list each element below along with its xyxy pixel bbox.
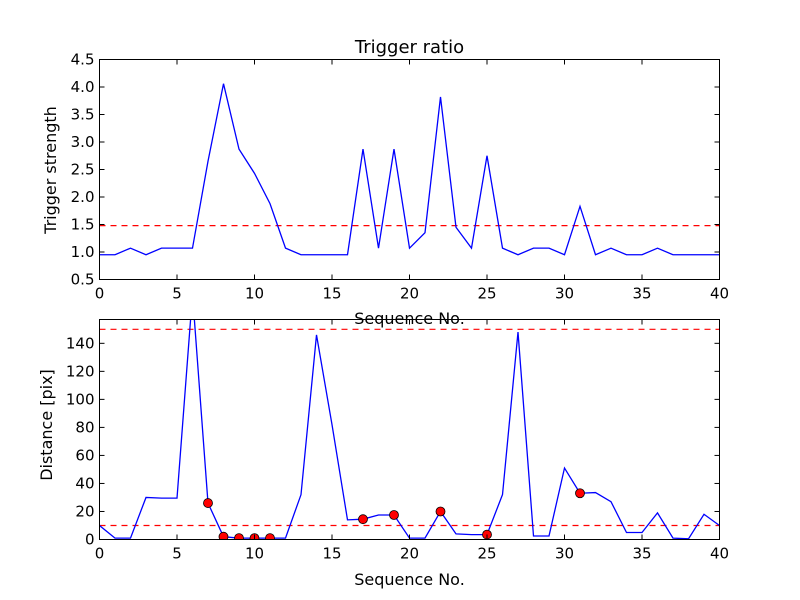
- y-tick-label: 1.0: [71, 243, 95, 261]
- data-point-marker: [203, 498, 213, 508]
- x-tick-label: 15: [322, 545, 341, 563]
- y-tick-label: 3.0: [71, 133, 95, 151]
- plot-area: [99, 83, 720, 256]
- x-tick-label: 35: [632, 545, 651, 563]
- x-tick-label: 40: [710, 285, 729, 303]
- y-tick-label: 0: [85, 531, 95, 549]
- x-tick-label: 0: [95, 285, 105, 303]
- y-tick-label: 4.5: [71, 51, 95, 69]
- data-point-marker: [265, 533, 275, 540]
- x-tick-label: 30: [555, 285, 574, 303]
- series-line: [99, 319, 720, 540]
- distance-panel: 0 5 10 15 20 25 30 35 40 0 20 40 60 80 100 120 140 Seque…: [37, 319, 729, 589]
- data-point-marker: [389, 510, 399, 520]
- y-tick-label: 2.0: [71, 188, 95, 206]
- axis-ticks: 0 5 10 15 20 25 30 35 40 0.5 1.0 1.5 2.0 2.5 3.0 3.5 4.0…: [71, 51, 729, 303]
- y-tick-label: 0.5: [71, 271, 95, 289]
- y-tick-label: 140: [66, 334, 95, 352]
- y-tick-label: 80: [75, 418, 94, 436]
- data-point-marker: [234, 533, 244, 540]
- y-tick-label: 40: [75, 474, 94, 492]
- x-axis-label: Sequence No.: [354, 309, 465, 328]
- axis-ticks: 0 5 10 15 20 25 30 35 40 0 20 40 60 80 100 120 140: [66, 319, 729, 563]
- y-axis-label: Distance [pix]: [37, 369, 56, 481]
- x-tick-label: 5: [172, 285, 182, 303]
- y-tick-label: 60: [75, 446, 94, 464]
- chart-title: Trigger ratio: [354, 37, 464, 58]
- x-tick-label: 25: [477, 545, 496, 563]
- data-point-marker: [358, 514, 368, 525]
- x-tick-label: 20: [400, 285, 419, 303]
- y-tick-label: 120: [66, 362, 95, 380]
- plot-frame: [99, 319, 720, 540]
- x-tick-label: 20: [400, 545, 419, 563]
- x-tick-label: 10: [245, 545, 264, 563]
- x-tick-label: 25: [477, 285, 496, 303]
- x-tick-label: 15: [322, 285, 341, 303]
- trigger-ratio-panel: Trigger ratio 0 5 10 15 20 25 30 35 40 0.5 1.0 1.5 2…: [41, 37, 729, 328]
- y-tick-label: 2.5: [71, 161, 95, 179]
- plot-area: [99, 319, 720, 540]
- data-point-marker: [218, 531, 229, 540]
- x-tick-label: 0: [95, 545, 105, 563]
- x-tick-label: 5: [172, 545, 182, 563]
- y-tick-label: 20: [75, 502, 94, 520]
- y-tick-label: 4.0: [71, 78, 95, 96]
- x-tick-label: 10: [245, 285, 264, 303]
- data-point-marker: [575, 488, 585, 499]
- y-tick-label: 1.5: [71, 216, 95, 234]
- x-tick-label: 40: [710, 545, 729, 563]
- y-tick-label: 100: [66, 390, 95, 408]
- series-line: [99, 83, 720, 256]
- x-tick-label: 35: [632, 285, 651, 303]
- x-axis-label: Sequence No.: [354, 570, 465, 589]
- x-tick-label: 30: [555, 545, 574, 563]
- y-tick-label: 3.5: [71, 106, 95, 124]
- data-point-marker: [435, 506, 446, 517]
- y-axis-label: Trigger strength: [41, 106, 60, 235]
